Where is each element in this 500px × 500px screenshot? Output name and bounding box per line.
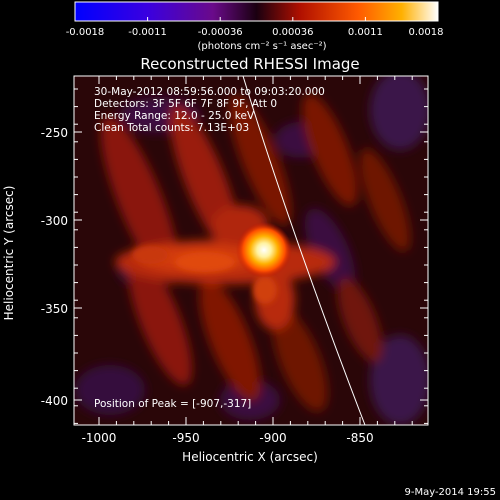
info-line-clean-counts: Clean Total counts: 7.13E+03	[94, 122, 249, 134]
flare-peak-source	[236, 222, 292, 278]
colorbar: -0.0018 -0.0011 -0.00036 0.00036 0.0011 0.001…	[66, 1, 444, 52]
colorbar-tick-label: -0.0018	[66, 27, 105, 38]
y-tick-label: -250	[41, 126, 68, 140]
colorbar-tick-label: 0.0018	[409, 27, 444, 38]
y-tick-label: -400	[41, 394, 68, 408]
colorbar-tick-label: 0.00036	[272, 27, 313, 38]
colorbar-gradient	[74, 1, 439, 22]
plot-frame	[73, 75, 429, 426]
solar-limb-line	[242, 76, 366, 425]
generation-date: 9-May-2014 19:55	[404, 487, 496, 498]
colorbar-tick-marks	[74, 17, 439, 21]
colorbar-units-label: (photons cm⁻² s⁻¹ asec⁻²)	[197, 41, 326, 52]
colorbar-tick-label: 0.0011	[348, 27, 383, 38]
solar-image	[74, 76, 428, 425]
observation-info: 30-May-2012 08:59:56.000 to 09:03:20.000…	[94, 86, 325, 410]
info-line-detectors: Detectors: 3F 5F 6F 7F 8F 9F, Att 0	[94, 98, 277, 110]
axis-tick-marks	[74, 76, 428, 425]
colorbar-tick-labels: -0.0018 -0.0011 -0.00036 0.00036 0.0011 0.001…	[66, 27, 444, 38]
x-tick-label: -850	[346, 431, 373, 445]
y-tick-label: -350	[41, 302, 68, 316]
colorbar-tick-label: -0.00036	[198, 27, 243, 38]
colorbar-tick-label: -0.0011	[128, 27, 167, 38]
y-axis-label: Heliocentric Y (arcsec)	[2, 186, 16, 321]
x-tick-label: -950	[172, 431, 199, 445]
info-line-energy-range: Energy Range: 12.0 - 25.0 keV	[94, 110, 255, 122]
x-tick-label: -1000	[82, 431, 117, 445]
x-axis-label: Heliocentric X (arcsec)	[182, 450, 318, 464]
x-tick-label: -900	[259, 431, 286, 445]
peak-position-label: Position of Peak = [-907,-317]	[94, 398, 251, 410]
plot-title: Reconstructed RHESSI Image	[140, 55, 359, 73]
y-tick-label: -300	[41, 214, 68, 228]
info-line-time-range: 30-May-2012 08:59:56.000 to 09:03:20.000	[94, 86, 325, 98]
